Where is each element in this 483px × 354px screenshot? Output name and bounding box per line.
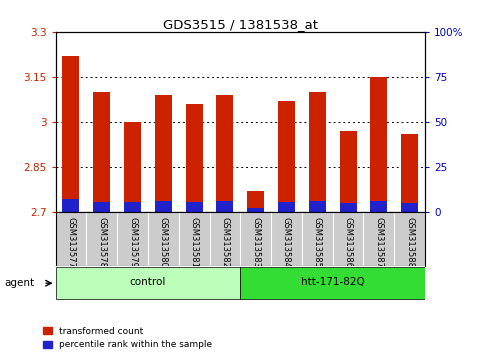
Bar xyxy=(240,267,425,299)
Bar xyxy=(340,203,356,212)
Text: GSM313588: GSM313588 xyxy=(405,217,414,268)
Bar xyxy=(309,92,326,212)
Bar xyxy=(155,201,172,212)
Bar xyxy=(216,201,233,212)
Text: GSM313587: GSM313587 xyxy=(374,217,384,268)
Text: GSM313584: GSM313584 xyxy=(282,217,291,268)
Text: GSM313578: GSM313578 xyxy=(97,217,106,268)
Text: GSM313583: GSM313583 xyxy=(251,217,260,268)
Bar xyxy=(247,191,264,212)
Bar xyxy=(401,203,418,212)
Bar xyxy=(62,56,79,212)
Title: GDS3515 / 1381538_at: GDS3515 / 1381538_at xyxy=(163,18,318,31)
Text: GSM313580: GSM313580 xyxy=(159,217,168,268)
Bar xyxy=(124,202,141,212)
Text: htt-171-82Q: htt-171-82Q xyxy=(301,278,365,287)
Legend: transformed count, percentile rank within the sample: transformed count, percentile rank withi… xyxy=(43,327,213,349)
Text: GSM313577: GSM313577 xyxy=(67,217,75,268)
Bar xyxy=(370,77,387,212)
Text: GSM313579: GSM313579 xyxy=(128,217,137,268)
Bar xyxy=(93,92,110,212)
Text: GSM313585: GSM313585 xyxy=(313,217,322,268)
Bar xyxy=(185,202,202,212)
Bar xyxy=(247,208,264,212)
Bar xyxy=(401,134,418,212)
Text: agent: agent xyxy=(5,278,35,288)
Bar xyxy=(62,199,79,212)
Bar xyxy=(155,95,172,212)
Bar xyxy=(93,202,110,212)
Text: GSM313586: GSM313586 xyxy=(343,217,353,268)
Bar xyxy=(185,104,202,212)
Bar xyxy=(278,101,295,212)
Text: control: control xyxy=(130,278,166,287)
Bar xyxy=(370,201,387,212)
Bar xyxy=(278,202,295,212)
Text: GSM313581: GSM313581 xyxy=(190,217,199,268)
Bar xyxy=(124,122,141,212)
Bar xyxy=(309,201,326,212)
Text: GSM313582: GSM313582 xyxy=(220,217,229,268)
Bar xyxy=(340,131,356,212)
Bar xyxy=(56,267,241,299)
Bar xyxy=(216,95,233,212)
